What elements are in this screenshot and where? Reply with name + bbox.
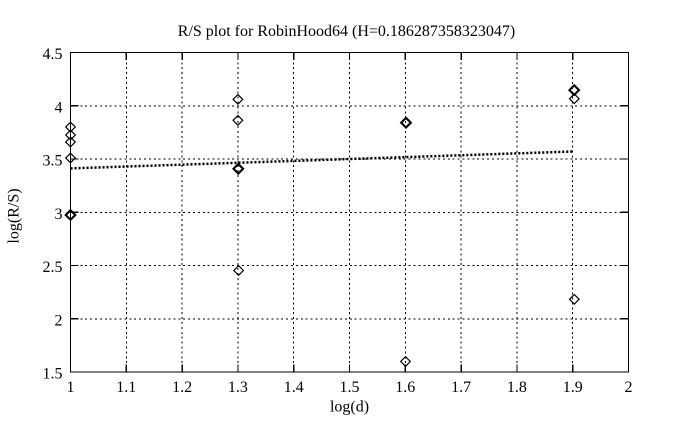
svg-text:1.8: 1.8: [507, 379, 527, 396]
svg-text:1.9: 1.9: [563, 379, 583, 396]
svg-text:1.3: 1.3: [228, 379, 248, 396]
svg-text:4: 4: [55, 99, 63, 116]
svg-text:1.5: 1.5: [43, 366, 63, 383]
svg-text:4.5: 4.5: [43, 46, 63, 63]
svg-text:1.1: 1.1: [116, 379, 136, 396]
svg-text:2.5: 2.5: [43, 259, 63, 276]
svg-text:1.2: 1.2: [172, 379, 192, 396]
svg-text:1: 1: [67, 379, 75, 396]
svg-text:1.6: 1.6: [395, 379, 415, 396]
svg-text:log(d): log(d): [330, 399, 369, 416]
svg-text:R/S plot for RobinHood64 (H=0.: R/S plot for RobinHood64 (H=0.1862873583…: [178, 23, 515, 40]
svg-text:1.7: 1.7: [451, 379, 471, 396]
svg-text:2: 2: [625, 379, 633, 396]
svg-text:1.5: 1.5: [340, 379, 360, 396]
svg-text:3.5: 3.5: [43, 153, 63, 170]
svg-text:1.4: 1.4: [284, 379, 304, 396]
svg-text:2: 2: [55, 312, 63, 329]
svg-text:3: 3: [55, 206, 63, 223]
svg-text:log(R/S): log(R/S): [6, 188, 23, 243]
